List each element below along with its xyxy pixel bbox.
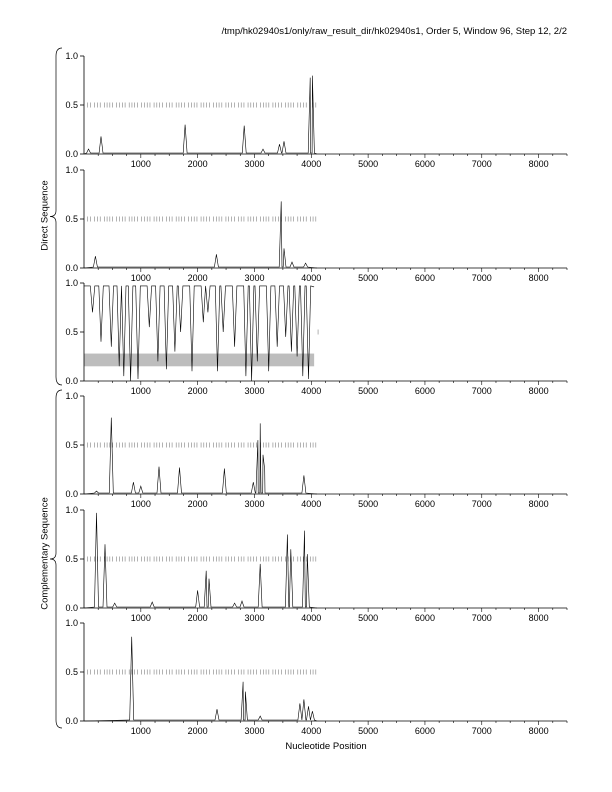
series-line xyxy=(83,636,318,722)
x-tick-label: 7000 xyxy=(472,386,492,396)
x-axis-label: Nucleotide Position xyxy=(285,741,367,752)
x-tick-label: 4000 xyxy=(301,386,321,396)
x-tick-label: 3000 xyxy=(244,273,264,283)
y-tick-label: 0.5 xyxy=(65,327,78,337)
x-tick-label: 2000 xyxy=(188,613,208,623)
x-tick-label: 6000 xyxy=(415,726,435,736)
x-tick-label: 3000 xyxy=(244,613,264,623)
x-tick-label: 1000 xyxy=(131,726,151,736)
x-tick-label: 8000 xyxy=(529,613,549,623)
panel-6: 0.0 0.5 1.0 1000 2000 3000 4000 5000 6000 7000 800… xyxy=(65,618,568,736)
y-tick-label: 0.0 xyxy=(65,603,78,613)
x-tick-label: 4000 xyxy=(301,159,321,169)
y-tick-label: 0.0 xyxy=(65,489,78,499)
y-tick-label: 1.0 xyxy=(65,505,78,515)
y-tick-label: 1.0 xyxy=(65,165,78,175)
x-tick-label: 5000 xyxy=(358,159,378,169)
x-tick-label: 3000 xyxy=(244,386,264,396)
y-tick-label: 1.0 xyxy=(65,618,78,628)
x-tick-label: 8000 xyxy=(529,386,549,396)
series-line xyxy=(83,201,318,269)
x-tick-label: 5000 xyxy=(358,499,378,509)
x-tick-label: 7000 xyxy=(472,273,492,283)
x-tick-label: 1000 xyxy=(131,499,151,509)
x-tick-label: 4000 xyxy=(301,499,321,509)
x-tick-label: 4000 xyxy=(301,726,321,736)
panel-4: 0.0 0.5 1.0 1000 2000 3000 4000 5000 6000 7000 800… xyxy=(65,391,568,509)
y-tick-label: 0.5 xyxy=(65,667,78,677)
panel-3: 0.0 0.5 1.0 1000 2000 3000 4000 5000 6000 7000 800… xyxy=(65,278,568,396)
y-tick-label: 0.0 xyxy=(65,716,78,726)
x-tick-label: 5000 xyxy=(358,386,378,396)
x-tick-label: 7000 xyxy=(472,499,492,509)
y-tick-label: 1.0 xyxy=(65,391,78,401)
y-tick-label: 1.0 xyxy=(65,278,78,288)
x-tick-label: 3000 xyxy=(244,499,264,509)
y-tick-label: 0.5 xyxy=(65,214,78,224)
y-tick-label: 1.0 xyxy=(65,51,78,61)
x-tick-label: 7000 xyxy=(472,613,492,623)
y-tick-label: 0.5 xyxy=(65,440,78,450)
y-tick-label: 0.5 xyxy=(65,554,78,564)
panel-2: 0.0 0.5 1.0 1000 2000 3000 4000 5000 6000 7000 800… xyxy=(65,165,568,283)
series-line xyxy=(84,285,315,382)
x-tick-label: 3000 xyxy=(244,726,264,736)
panel-1: 0.0 0.5 1.0 1000 2000 3000 4000 5000 6000 7000 800… xyxy=(65,51,568,169)
x-tick-label: 5000 xyxy=(358,613,378,623)
x-tick-label: 1000 xyxy=(131,159,151,169)
x-tick-label: 6000 xyxy=(415,386,435,396)
x-tick-label: 1000 xyxy=(131,273,151,283)
x-tick-label: 7000 xyxy=(472,159,492,169)
x-tick-label: 4000 xyxy=(301,613,321,623)
series-line xyxy=(83,417,318,495)
y-tick-label: 0.0 xyxy=(65,149,78,159)
x-tick-label: 4000 xyxy=(301,273,321,283)
complementary-brace xyxy=(49,389,63,729)
x-tick-label: 8000 xyxy=(529,726,549,736)
panel-5: 0.0 0.5 1.0 1000 2000 3000 4000 5000 6000 7000 800… xyxy=(65,505,568,623)
x-tick-label: 5000 xyxy=(358,726,378,736)
x-tick-label: 6000 xyxy=(415,273,435,283)
x-tick-label: 8000 xyxy=(529,273,549,283)
x-tick-label: 7000 xyxy=(472,726,492,736)
x-tick-label: 2000 xyxy=(188,273,208,283)
direct-brace xyxy=(49,47,63,386)
y-tick-label: 0.0 xyxy=(65,376,78,386)
y-tick-label: 0.0 xyxy=(65,263,78,273)
x-tick-label: 6000 xyxy=(415,159,435,169)
x-tick-label: 2000 xyxy=(188,726,208,736)
page-title: /tmp/hk02940s1/only/raw_result_dir/hk029… xyxy=(221,26,567,37)
x-tick-label: 8000 xyxy=(529,159,549,169)
x-tick-label: 2000 xyxy=(188,159,208,169)
series-line xyxy=(83,75,318,155)
series-line xyxy=(83,512,318,609)
x-tick-label: 5000 xyxy=(358,273,378,283)
x-tick-label: 6000 xyxy=(415,613,435,623)
x-tick-label: 2000 xyxy=(188,499,208,509)
x-tick-label: 6000 xyxy=(415,499,435,509)
x-tick-label: 8000 xyxy=(529,499,549,509)
threshold-band xyxy=(84,353,315,367)
y-tick-label: 0.5 xyxy=(65,100,78,110)
x-tick-label: 3000 xyxy=(244,159,264,169)
x-tick-label: 2000 xyxy=(188,386,208,396)
x-tick-label: 1000 xyxy=(131,613,151,623)
x-tick-label: 1000 xyxy=(131,386,151,396)
